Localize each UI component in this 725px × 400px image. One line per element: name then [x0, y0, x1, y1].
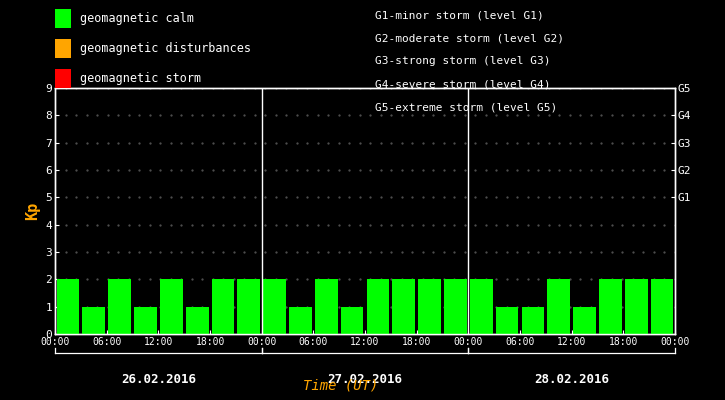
Text: 27.02.2016: 27.02.2016 [328, 373, 402, 386]
Text: G4-severe storm (level G4): G4-severe storm (level G4) [375, 80, 550, 90]
Text: geomagnetic calm: geomagnetic calm [80, 12, 194, 25]
Bar [186, 307, 209, 334]
Text: Time (UT): Time (UT) [303, 379, 378, 393]
Bar [418, 279, 441, 334]
Bar [134, 307, 157, 334]
Text: G2-moderate storm (level G2): G2-moderate storm (level G2) [375, 33, 564, 43]
Text: 26.02.2016: 26.02.2016 [121, 373, 196, 386]
Bar [341, 307, 363, 334]
Bar [521, 307, 544, 334]
Bar [651, 279, 674, 334]
Bar [367, 279, 389, 334]
Bar [573, 307, 596, 334]
Text: geomagnetic disturbances: geomagnetic disturbances [80, 42, 251, 55]
Text: G3-strong storm (level G3): G3-strong storm (level G3) [375, 56, 550, 66]
Bar [160, 279, 183, 334]
Text: geomagnetic storm: geomagnetic storm [80, 72, 201, 85]
Bar [315, 279, 338, 334]
Y-axis label: Kp: Kp [25, 202, 40, 220]
Bar [212, 279, 234, 334]
Bar [289, 307, 312, 334]
Bar [392, 279, 415, 334]
Bar [625, 279, 647, 334]
Bar [547, 279, 570, 334]
Bar [599, 279, 622, 334]
Text: G1-minor storm (level G1): G1-minor storm (level G1) [375, 10, 544, 20]
Bar [470, 279, 492, 334]
Bar [108, 279, 131, 334]
Text: G5-extreme storm (level G5): G5-extreme storm (level G5) [375, 103, 557, 113]
Text: 28.02.2016: 28.02.2016 [534, 373, 609, 386]
Bar [238, 279, 260, 334]
Bar [263, 279, 286, 334]
Bar [57, 279, 79, 334]
Bar [496, 307, 518, 334]
Bar [83, 307, 105, 334]
Bar [444, 279, 467, 334]
